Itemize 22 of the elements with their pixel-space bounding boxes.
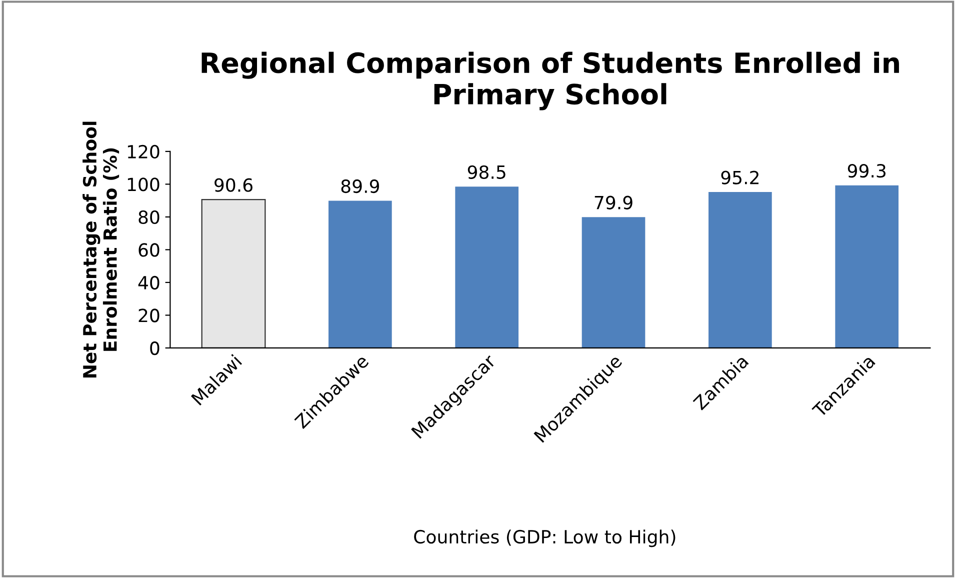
data-label: 98.5 [468,165,506,179]
bar [708,192,772,348]
bar [582,217,646,348]
y-tick-label: 80 [138,210,160,224]
chart-title: Regional Comparison of Students Enrolled in Primary School [202,52,899,110]
y-tick-label: 40 [138,276,160,290]
y-tick-label: 0 [150,341,160,356]
y-tick-label: 120 [128,144,160,159]
bar [201,199,266,348]
data-label: 99.3 [848,164,886,178]
bar [328,200,392,348]
bar [835,185,899,348]
data-label: 79.9 [594,196,632,210]
y-axis-title: Net Percentage of School Enrolment Ratio (%) [82,122,120,378]
y-tick-label: 100 [128,178,160,192]
data-label: 95.2 [721,170,758,184]
x-axis-title: Countries (GDP: Low to High) [414,530,676,548]
bar [455,186,519,348]
data-label: 89.9 [341,179,380,194]
data-label: 90.6 [214,178,252,192]
y-tick-label: 20 [138,308,160,322]
y-tick-label: 60 [138,243,160,257]
